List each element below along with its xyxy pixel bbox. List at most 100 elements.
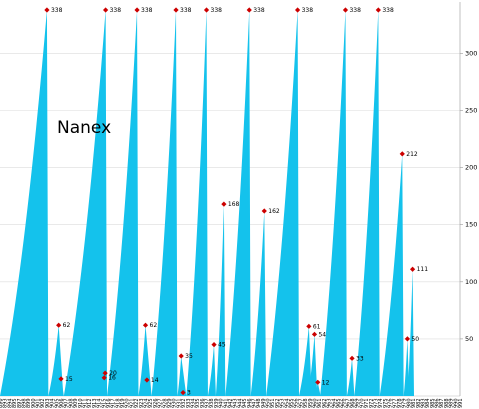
x-tick-label: 900 [31, 398, 37, 408]
x-tick-label: 931 [176, 398, 182, 408]
area-segment [101, 377, 108, 396]
x-tick-label: 984 [425, 398, 431, 408]
area-segment [266, 9, 299, 397]
area-segment [57, 378, 64, 396]
peak-label: 54 [318, 331, 326, 338]
y-tick-label: 250 [465, 106, 477, 114]
peak-marker [134, 7, 140, 13]
area-segment [379, 153, 404, 396]
x-tick-label: 943 [233, 398, 239, 408]
area-segment [320, 9, 347, 397]
watermark: Nanex [57, 118, 111, 138]
peak-label: 338 [302, 7, 314, 14]
peak-marker [58, 376, 64, 382]
peak-marker [375, 7, 381, 13]
x-tick-label: 969 [355, 398, 361, 408]
peak-label: 3 [187, 390, 191, 397]
x-tick-label: 934 [190, 398, 196, 408]
x-tick-label: 916 [106, 398, 112, 408]
area-segment [250, 210, 267, 396]
x-tick-label: 903 [45, 398, 51, 408]
area-segment [177, 356, 187, 396]
x-tick-label: 948 [256, 398, 262, 408]
x-tick-label: 928 [162, 398, 168, 408]
x-tick-label: 922 [134, 398, 140, 408]
peak-marker [142, 322, 149, 328]
x-tick-label: 898 [21, 398, 27, 408]
peak-label: 33 [356, 355, 364, 362]
peak-marker [180, 389, 186, 396]
peak-marker [404, 336, 411, 342]
x-tick-label: 940 [219, 398, 225, 408]
peak-label: 35 [185, 353, 193, 360]
y-tick-label: 100 [465, 278, 477, 286]
area-segment [354, 9, 380, 397]
x-tick-label: 950 [266, 398, 272, 408]
x-tick-label: 918 [115, 398, 121, 408]
peak-marker [103, 7, 109, 13]
peak-label: 50 [411, 336, 419, 343]
x-tick-label: 894 [7, 398, 13, 408]
x-tick-label: 973 [374, 398, 380, 408]
x-tick-label: 930 [172, 398, 178, 408]
peak-marker [315, 379, 321, 385]
peak-marker [221, 201, 227, 207]
x-tick-label: 965 [336, 398, 342, 408]
x-tick-label: 985 [430, 398, 436, 408]
x-tick-label: 952 [275, 398, 281, 408]
x-tick-label: 902 [40, 398, 46, 408]
peak-label: 212 [406, 151, 418, 158]
area-segment [207, 344, 216, 396]
peak-label: 338 [51, 7, 63, 14]
peak-label: 62 [63, 322, 71, 329]
x-tick-label: 976 [388, 398, 394, 408]
peak-label: 61 [313, 323, 321, 330]
peak-marker [246, 7, 252, 13]
peak-marker [342, 7, 349, 13]
area-segment [314, 382, 321, 396]
peak-label: 338 [180, 7, 192, 14]
peak-label: 168 [228, 201, 240, 208]
x-tick-label: 908 [68, 398, 74, 408]
peak-marker [349, 355, 355, 361]
peak-marker [178, 353, 184, 359]
x-tick-label: 914 [97, 398, 103, 408]
x-tick-label: 963 [327, 398, 333, 408]
y-tick-label: 200 [465, 164, 477, 172]
x-tick-label: 924 [144, 398, 150, 408]
x-axis: 8908938948958978988999009019029039049059… [0, 398, 464, 408]
peak-markers [44, 7, 416, 396]
area-segment [346, 358, 355, 396]
x-tick-label: 960 [312, 398, 318, 408]
peak-label: 338 [110, 7, 122, 14]
peak-marker [102, 370, 108, 376]
x-tick-label: 972 [369, 398, 375, 408]
y-tick-label: 150 [465, 221, 477, 229]
area-segment [225, 9, 251, 397]
x-tick-label: 978 [397, 398, 403, 408]
x-tick-label: 968 [350, 398, 356, 408]
x-tick-label: 989 [449, 398, 455, 408]
x-tick-label: 905 [54, 398, 60, 408]
peak-label: 12 [322, 379, 330, 386]
x-tick-label: 966 [341, 398, 347, 408]
x-tick-label: 945 [242, 398, 248, 408]
x-tick-label: 897 [17, 398, 23, 408]
peak-marker [44, 7, 50, 13]
x-tick-label: 923 [139, 398, 145, 408]
x-tick-label: 915 [101, 398, 107, 408]
peak-marker [56, 322, 62, 328]
x-tick-label: 957 [298, 398, 304, 408]
area-segment [307, 334, 318, 396]
peak-label: 62 [150, 322, 158, 329]
x-tick-label: 980 [406, 398, 412, 408]
peak-marker [261, 208, 267, 214]
x-tick-label: 959 [308, 398, 314, 408]
peak-marker [311, 331, 318, 337]
peak-label: 111 [417, 266, 429, 273]
x-tick-label: 942 [228, 398, 234, 408]
x-tick-label: 899 [26, 398, 32, 408]
peak-label: 16 [108, 375, 116, 382]
